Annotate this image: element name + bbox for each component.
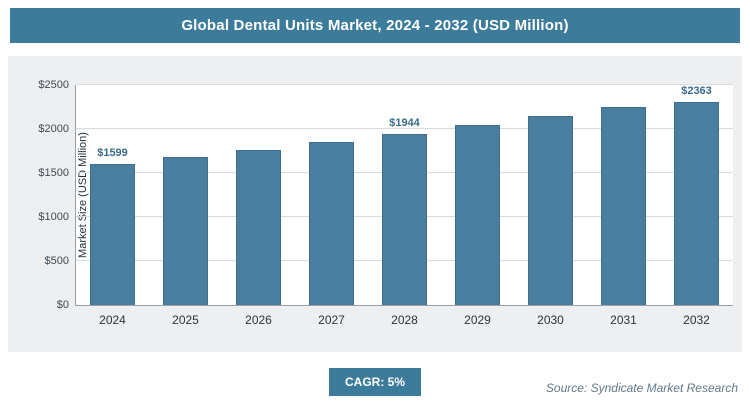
bar-cell [295, 85, 368, 305]
cagr-badge: CAGR: 5% [328, 368, 422, 396]
y-tick-label: $2000 [38, 123, 69, 135]
chart-panel: Market Size (USD Million) $1599 $1944 $236… [8, 56, 742, 352]
bar-cell: $1599 [76, 85, 149, 305]
gridline [76, 84, 733, 85]
x-tick-label: 2028 [391, 313, 418, 327]
bar-cell [587, 85, 660, 305]
page-title: Global Dental Units Market, 2024 - 2032 … [181, 17, 569, 34]
x-tick-label: 2030 [537, 313, 564, 327]
bar [382, 133, 427, 305]
x-tick-label: 2027 [318, 313, 345, 327]
y-tick-label: $1500 [38, 167, 69, 179]
x-tick-label: 2024 [99, 313, 126, 327]
plot-area: Market Size (USD Million) $1599 $1944 $236… [38, 79, 733, 327]
x-tick-label: 2032 [683, 313, 710, 327]
y-tick-label: $0 [56, 299, 69, 311]
x-tick-label: 2029 [464, 313, 491, 327]
gridline [76, 128, 733, 129]
source-text: Source: Syndicate Market Research [545, 381, 738, 395]
bar-cell [514, 85, 587, 305]
y-tick-label: $2500 [38, 79, 69, 91]
bar [455, 125, 500, 305]
bar [90, 164, 135, 305]
bar-value-label: $2363 [681, 85, 712, 97]
bars-layer: $1599 $1944 $2363 [76, 85, 733, 305]
bar [528, 116, 573, 305]
bar [674, 102, 719, 305]
y-tick-label: $1000 [38, 211, 69, 223]
bar-cell: $1944 [368, 85, 441, 305]
bar [163, 157, 208, 305]
bar [236, 149, 281, 305]
bar-cell [441, 85, 514, 305]
bar-cell [222, 85, 295, 305]
x-tick-label: 2026 [245, 313, 272, 327]
y-tick-label: $500 [44, 255, 69, 267]
header-bar: Global Dental Units Market, 2024 - 2032 … [10, 8, 740, 43]
bar-value-label: $1944 [389, 116, 420, 129]
x-tick-label: 2025 [172, 313, 199, 327]
bar-cell [149, 85, 222, 305]
bar [309, 142, 354, 305]
bar-value-label: $1599 [97, 147, 128, 160]
bar-cell: $2363 [660, 85, 733, 305]
bar [601, 107, 646, 305]
x-axis-labels: 2024 2025 2026 2027 2028 2029 2030 2031 2032 [76, 313, 733, 327]
x-tick-label: 2031 [610, 313, 637, 327]
